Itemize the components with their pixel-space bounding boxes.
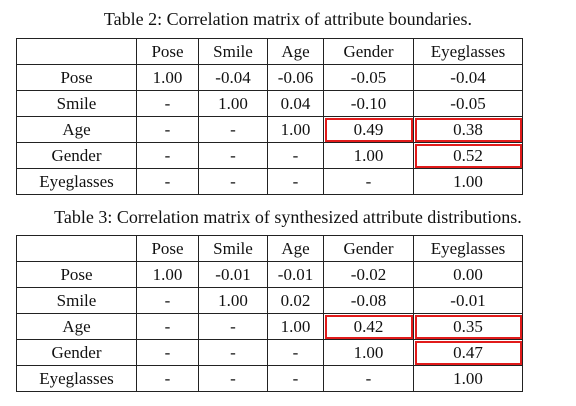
table2-correlation-matrix: Pose Smile Age Gender Eyeglasses Pose 1.… (16, 38, 523, 195)
table2-cell: - (267, 142, 324, 169)
table2-row-label: Eyeglasses (16, 168, 137, 195)
table3-cell: - (198, 365, 268, 392)
table3-cell: 0.02 (267, 287, 324, 314)
table3-cell: - (267, 365, 324, 392)
table2-row-age: Age - - 1.00 0.49 0.38 (16, 116, 523, 143)
table3-cell: - (136, 339, 199, 366)
table2-caption: Table 2: Correlation matrix of attribute… (103, 9, 473, 29)
table2-cell: -0.05 (323, 64, 414, 91)
table2-cell: - (136, 90, 199, 117)
table3-header-age: Age (267, 235, 324, 262)
table2-highlighted-cell: 0.49 (323, 116, 414, 143)
table3-cell: - (136, 365, 199, 392)
table2-row-label: Pose (16, 64, 137, 91)
table2-header-smile: Smile (198, 38, 268, 65)
table3-row-pose: Pose 1.00 -0.01 -0.01 -0.02 0.00 (16, 261, 523, 288)
table2-header-gender: Gender (323, 38, 414, 65)
table3-cell: 1.00 (267, 313, 324, 340)
table3-row-label: Eyeglasses (16, 365, 137, 392)
table3-row-label: Gender (16, 339, 137, 366)
table3-row-gender: Gender - - - 1.00 0.47 (16, 339, 523, 366)
table2-cell: - (267, 168, 324, 195)
table2-cell: 1.00 (267, 116, 324, 143)
table2-cell: - (323, 168, 414, 195)
table2-cell: - (136, 116, 199, 143)
table2-header-corner (16, 38, 137, 65)
table2-highlighted-cell: 0.38 (413, 116, 523, 143)
table3-row-age: Age - - 1.00 0.42 0.35 (16, 313, 523, 340)
table2-row-eyeglasses: Eyeglasses - - - - 1.00 (16, 168, 523, 195)
table3-cell: -0.01 (267, 261, 324, 288)
table3-row-smile: Smile - 1.00 0.02 -0.08 -0.01 (16, 287, 523, 314)
table2-row-label: Age (16, 116, 137, 143)
table3-cell: - (136, 313, 199, 340)
table3-caption: Table 3: Correlation matrix of synthesiz… (54, 207, 522, 227)
table3-correlation-matrix: Pose Smile Age Gender Eyeglasses Pose 1.… (16, 235, 523, 392)
table2-row-smile: Smile - 1.00 0.04 -0.10 -0.05 (16, 90, 523, 117)
table2-cell: 1.00 (198, 90, 268, 117)
table2-row-gender: Gender - - - 1.00 0.52 (16, 142, 523, 169)
table3-row-label: Smile (16, 287, 137, 314)
table3-cell: -0.02 (323, 261, 414, 288)
table2-cell: - (198, 116, 268, 143)
table3-cell: 0.00 (413, 261, 523, 288)
table3-row-eyeglasses: Eyeglasses - - - - 1.00 (16, 365, 523, 392)
table3-cell: - (267, 339, 324, 366)
table2-cell: 0.04 (267, 90, 324, 117)
table2-cell: -0.10 (323, 90, 414, 117)
table2-cell: 1.00 (136, 64, 199, 91)
table2-highlighted-cell: 0.52 (413, 142, 523, 169)
table3-cell: 1.00 (136, 261, 199, 288)
table2-row-label: Smile (16, 90, 137, 117)
table2-cell: -0.04 (413, 64, 523, 91)
table2-header-pose: Pose (136, 38, 199, 65)
table3-row-label: Age (16, 313, 137, 340)
table3-highlighted-cell: 0.47 (413, 339, 523, 366)
table2-cell: - (198, 168, 268, 195)
table2-cell: 1.00 (323, 142, 414, 169)
table3-header-smile: Smile (198, 235, 268, 262)
table2-row-pose: Pose 1.00 -0.04 -0.06 -0.05 -0.04 (16, 64, 523, 91)
table3-row-label: Pose (16, 261, 137, 288)
table3-header-corner (16, 235, 137, 262)
table3-cell: -0.01 (198, 261, 268, 288)
table3-cell: -0.08 (323, 287, 414, 314)
table3-header-row: Pose Smile Age Gender Eyeglasses (16, 235, 523, 262)
table2-cell: 1.00 (413, 168, 523, 195)
table3-cell: - (136, 287, 199, 314)
table3-cell: - (198, 339, 268, 366)
table3-cell: 1.00 (413, 365, 523, 392)
table3-cell: 1.00 (323, 339, 414, 366)
table2-header-eyeglasses: Eyeglasses (413, 38, 523, 65)
table2-header-row: Pose Smile Age Gender Eyeglasses (16, 38, 523, 65)
table2-cell: - (136, 142, 199, 169)
table2-row-label: Gender (16, 142, 137, 169)
table2-cell: -0.04 (198, 64, 268, 91)
table2-header-age: Age (267, 38, 324, 65)
table2-cell: - (136, 168, 199, 195)
table2-cell: -0.05 (413, 90, 523, 117)
table3-header-pose: Pose (136, 235, 199, 262)
table3-header-gender: Gender (323, 235, 414, 262)
table2-cell: -0.06 (267, 64, 324, 91)
table3-highlighted-cell: 0.42 (323, 313, 414, 340)
table3-cell: 1.00 (198, 287, 268, 314)
table3-cell: - (198, 313, 268, 340)
table3-cell: -0.01 (413, 287, 523, 314)
table3-highlighted-cell: 0.35 (413, 313, 523, 340)
table3-cell: - (323, 365, 414, 392)
table3-header-eyeglasses: Eyeglasses (413, 235, 523, 262)
table2-cell: - (198, 142, 268, 169)
